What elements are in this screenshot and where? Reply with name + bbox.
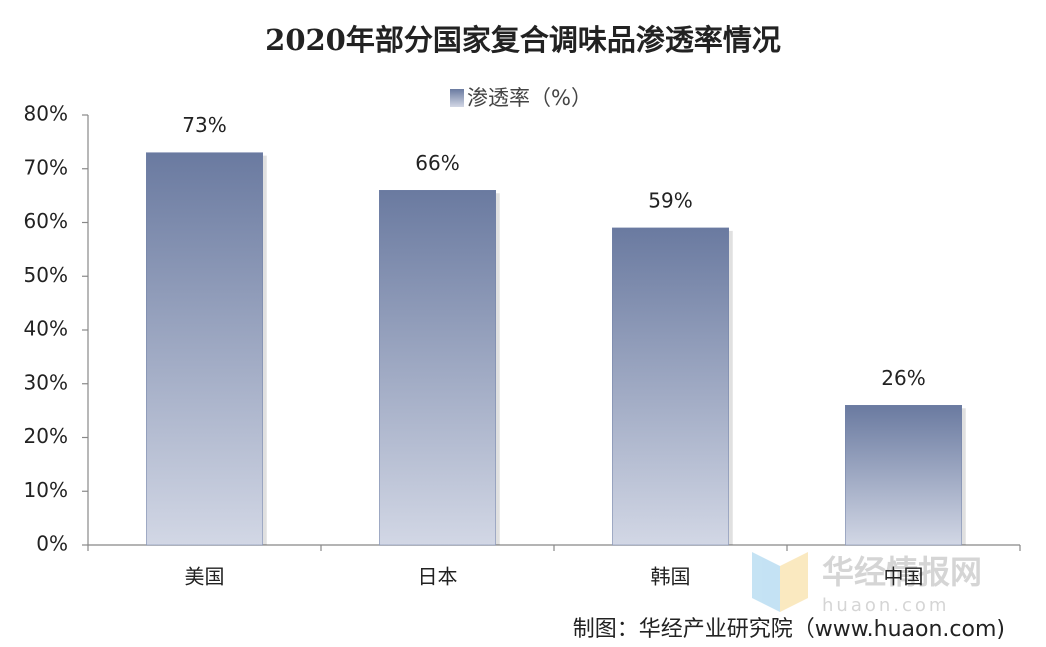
x-tick-label: 中国 xyxy=(884,565,924,589)
y-tick-label: 30% xyxy=(24,370,68,394)
x-tick-label: 日本 xyxy=(418,565,458,589)
value-label: 59% xyxy=(648,188,692,212)
bar xyxy=(379,190,496,546)
bar xyxy=(612,227,729,546)
watermark: 华经情报网 huaon.com xyxy=(752,552,982,616)
x-tick-label: 韩国 xyxy=(651,565,691,589)
watermark-logo xyxy=(780,552,808,612)
y-tick-label: 10% xyxy=(24,478,68,502)
legend-label: 渗透率（%） xyxy=(467,86,592,110)
watermark-logo xyxy=(752,552,780,612)
chart-title: 2020年部分国家复合调味品渗透率情况 xyxy=(265,23,781,57)
y-tick-label: 0% xyxy=(36,532,68,556)
y-tick-label: 70% xyxy=(24,155,68,179)
y-tick-label: 50% xyxy=(24,263,68,287)
legend-swatch xyxy=(450,89,464,107)
bar xyxy=(845,405,962,546)
y-tick-label: 60% xyxy=(24,209,68,233)
value-label: 66% xyxy=(415,151,459,175)
y-tick-label: 80% xyxy=(24,102,68,126)
source: 制图：华经产业研究院（www.huaon.com) xyxy=(573,617,1005,642)
y-tick-label: 40% xyxy=(24,317,68,341)
x-tick-label: 美国 xyxy=(185,565,225,589)
watermark-text: 华经情报网 xyxy=(822,553,982,591)
bar xyxy=(146,152,263,546)
value-label: 26% xyxy=(881,366,925,390)
value-label: 73% xyxy=(182,113,226,137)
y-tick-label: 20% xyxy=(24,424,68,448)
watermark-url: huaon.com xyxy=(822,595,949,616)
